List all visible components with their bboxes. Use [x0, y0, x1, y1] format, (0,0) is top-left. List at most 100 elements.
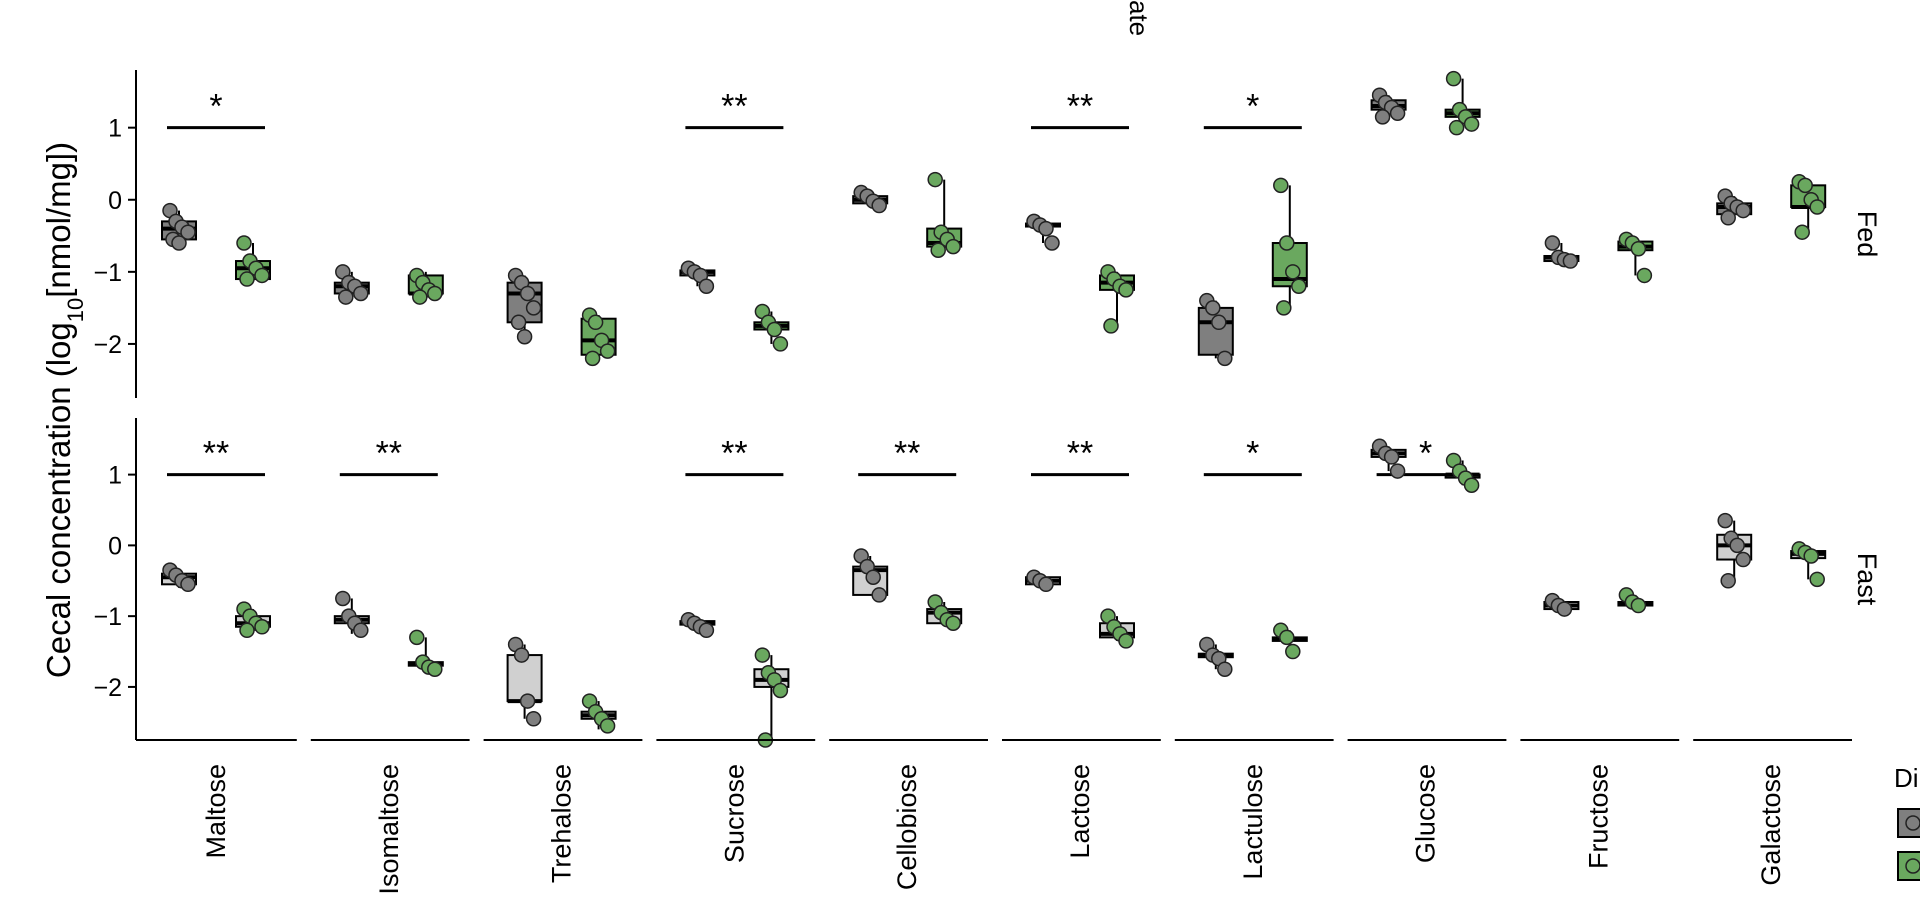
- y-tick-label: 0: [108, 187, 122, 215]
- data-point: [766, 321, 783, 338]
- group-cellobiose: **: [852, 435, 963, 631]
- data-point: [1556, 601, 1573, 617]
- group-glucose: [1370, 70, 1481, 136]
- data-point: [1217, 661, 1233, 677]
- y-tick-label: 0: [108, 532, 122, 560]
- data-point: [945, 615, 961, 631]
- significance-stars: **: [376, 435, 402, 473]
- data-point: [584, 350, 601, 367]
- group-lactose: **: [1025, 88, 1135, 334]
- data-point: [1383, 449, 1400, 465]
- data-point: [412, 289, 428, 305]
- data-point: [599, 718, 616, 734]
- group-trehalose: [506, 636, 617, 734]
- data-point: [409, 629, 425, 646]
- data-point: [1463, 116, 1480, 132]
- facet-label-fast: Fast: [1852, 553, 1882, 606]
- data-point: [239, 271, 255, 287]
- data-point: [338, 289, 354, 305]
- data-point: [1217, 350, 1233, 367]
- data-point: [772, 682, 789, 699]
- data-point: [1389, 105, 1406, 122]
- data-point: [1211, 314, 1227, 331]
- data-point: [1044, 235, 1060, 251]
- data-point: [1118, 633, 1134, 649]
- y-label-part: Cecal concentration (log: [40, 322, 77, 678]
- data-point: [865, 569, 881, 585]
- data-point: [519, 285, 536, 302]
- significance-stars: **: [1067, 88, 1093, 126]
- data-point: [1630, 597, 1647, 614]
- y-tick-label: 1: [108, 115, 122, 143]
- y-tick-label: −2: [93, 331, 122, 359]
- data-point: [871, 197, 887, 214]
- data-point: [1717, 512, 1733, 529]
- data-point: [1735, 202, 1751, 219]
- y-tick-label: 1: [108, 462, 122, 490]
- significance-stars: **: [1067, 435, 1093, 473]
- data-point: [335, 590, 351, 607]
- data-point: [1276, 300, 1292, 316]
- data-point: [1463, 477, 1480, 493]
- data-point: [525, 300, 542, 316]
- top-fragment-ate: ate: [1124, 0, 1154, 36]
- data-point: [1103, 318, 1119, 334]
- data-point: [516, 328, 533, 345]
- data-point: [930, 242, 946, 258]
- data-point: [1279, 629, 1295, 646]
- significance-stars: *: [1246, 88, 1259, 126]
- data-point: [525, 711, 542, 727]
- y-axis-label: Cecal concentration (log10[nmol/mg]): [40, 142, 88, 678]
- data-point: [1038, 576, 1054, 593]
- group-fructose: [1543, 587, 1654, 617]
- significance-stars: **: [203, 435, 229, 473]
- data-point: [1544, 235, 1561, 251]
- data-point: [519, 693, 536, 709]
- facet-label-fed: Fed: [1852, 211, 1882, 258]
- significance-stars: **: [721, 88, 747, 126]
- data-point: [254, 267, 270, 284]
- data-point: [1445, 70, 1462, 87]
- legend-point: [1905, 858, 1920, 874]
- group-sucrose: **: [679, 88, 790, 352]
- data-point: [1803, 548, 1819, 564]
- group-maltose: **: [161, 435, 271, 639]
- category-label-maltose: Maltose: [201, 764, 231, 859]
- group-lactose: **: [1025, 435, 1135, 649]
- category-label-lactulose: Lactulose: [1238, 764, 1268, 880]
- data-point: [1636, 267, 1653, 284]
- group-lactulose: *: [1197, 88, 1308, 367]
- legend-point: [1905, 815, 1920, 831]
- data-point: [236, 235, 252, 251]
- y-tick-label: −1: [93, 603, 122, 631]
- data-point: [871, 587, 887, 603]
- category-label-isomaltose: Isomaltose: [374, 764, 404, 895]
- data-point: [1809, 571, 1825, 588]
- group-glucose: *: [1370, 435, 1481, 493]
- group-sucrose: **: [679, 435, 790, 748]
- data-point: [945, 238, 961, 255]
- data-point: [599, 343, 616, 359]
- data-point: [1448, 119, 1465, 136]
- group-galactose: [1716, 512, 1827, 589]
- data-point: [772, 336, 789, 352]
- y-label-part: [nmol/mg]): [40, 142, 77, 298]
- group-fructose: [1543, 231, 1654, 284]
- data-point: [1273, 177, 1289, 194]
- data-point: [1205, 300, 1221, 316]
- data-point: [1389, 463, 1406, 479]
- data-point: [180, 576, 196, 593]
- data-point: [1630, 241, 1647, 257]
- data-point: [1562, 253, 1579, 269]
- legend: Di: [1894, 763, 1920, 881]
- data-point: [1720, 210, 1736, 226]
- data-point: [427, 285, 443, 302]
- significance-stars: **: [721, 435, 747, 473]
- data-point: [239, 622, 255, 639]
- category-label-galactose: Galactose: [1756, 764, 1786, 886]
- data-point: [1735, 551, 1751, 568]
- data-point: [1118, 282, 1134, 298]
- data-point: [698, 278, 715, 295]
- data-point: [927, 171, 943, 188]
